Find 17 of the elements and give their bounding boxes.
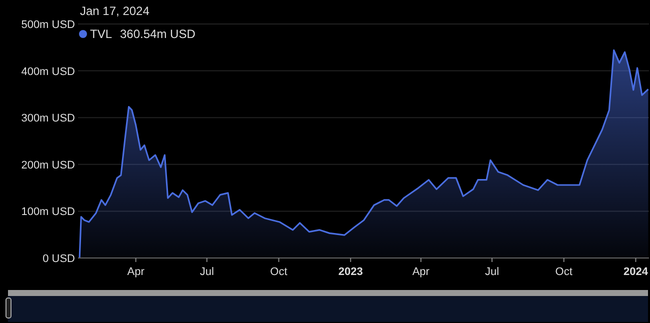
x-tick-label: 2023	[338, 266, 363, 278]
y-tick-label: 400m USD	[21, 66, 76, 78]
y-tick-label: 500m USD	[21, 19, 76, 31]
x-tick-label: Jul	[200, 266, 214, 278]
x-tick-label: 2024	[623, 266, 649, 278]
x-tick-label: Apr	[412, 266, 430, 278]
legend-label: TVL	[90, 27, 112, 41]
x-tick-label: Apr	[127, 266, 145, 278]
x-tick-label: Oct	[555, 266, 572, 278]
x-tick-label: Jul	[484, 266, 500, 278]
y-tick-label: 200m USD	[21, 159, 76, 172]
annotation: 360.54m USD	[120, 27, 196, 41]
y-tick-label: 0 USD	[42, 253, 76, 265]
x-tick-label: Oct	[270, 266, 288, 278]
y-tick-label: 300m USD	[21, 112, 76, 125]
text: Jan 17, 2024	[80, 4, 150, 18]
y-tick-label: 100m USD	[21, 206, 76, 218]
